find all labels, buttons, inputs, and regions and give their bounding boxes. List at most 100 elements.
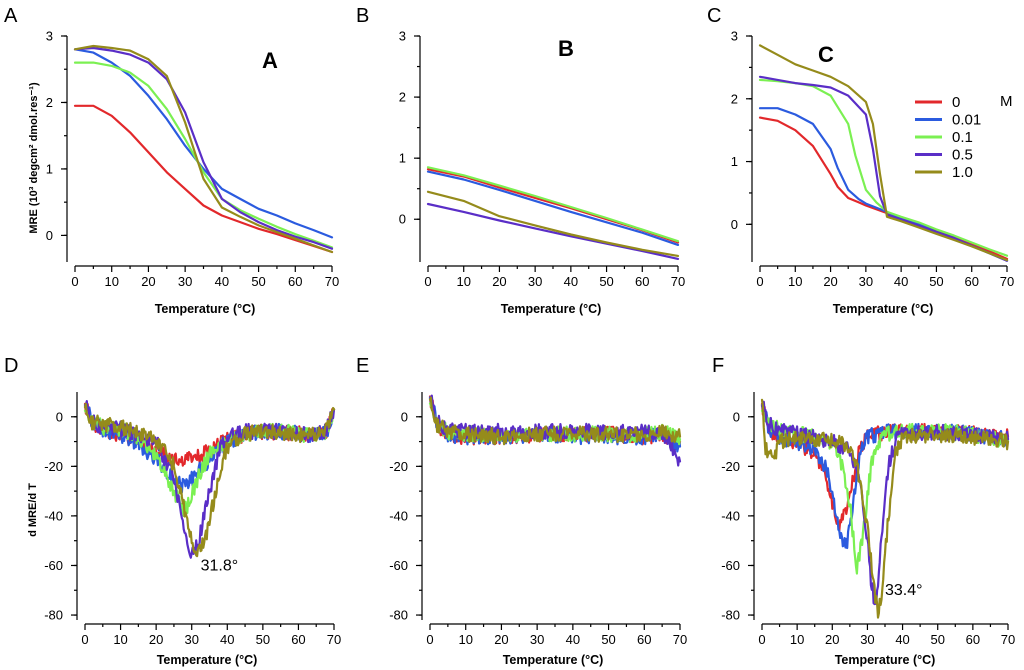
panel-f-letter: F	[712, 355, 724, 377]
y-tick-label: 0	[399, 212, 406, 227]
x-tick-label: 40	[895, 632, 909, 647]
panel-b-axes: 0 10 20 30 40 50 60 70 0 1 2 3	[399, 29, 685, 290]
panel-a-axes: 0 10 20 30 40 50 60 70 0 1 2 3	[46, 29, 339, 290]
x-tick-label: 50	[256, 632, 270, 647]
x-tick-label: 0	[756, 274, 763, 289]
panel-e-axes: 0 10 20 30 40 50 60 70 0 -20 -40 -60 -80	[389, 392, 687, 647]
legend-label-0.01: 0.01	[952, 112, 981, 129]
panel-d-letter: D	[4, 355, 18, 377]
legend-label-1.0: 1.0	[952, 164, 973, 181]
x-tick-label: 10	[113, 632, 127, 647]
x-tick-label: 40	[220, 632, 234, 647]
panel-c-letter: C	[707, 5, 721, 27]
panel-d-y-axis-label: d MRE/d T	[27, 483, 39, 537]
x-tick-label: 30	[859, 274, 873, 289]
panel-f: F 0 10 20 30 40 50 60 70 0 -20 -40 -60 -80 33.4° Tem…	[712, 355, 1015, 667]
x-tick-label: 0	[71, 274, 78, 289]
x-tick-label: 20	[492, 274, 506, 289]
legend-label-0.1: 0.1	[952, 129, 973, 146]
series-line-1.0	[73, 44, 334, 254]
panel-b-plot	[426, 166, 680, 260]
panel-d-x-axis-label: Temperature (°C)	[157, 653, 258, 667]
x-tick-label: 30	[184, 632, 198, 647]
x-tick-label: 60	[637, 632, 651, 647]
y-tick-label: -80	[44, 608, 63, 623]
x-tick-label: 30	[178, 274, 192, 289]
y-tick-label: -80	[721, 608, 740, 623]
legend-label-0.5: 0.5	[952, 147, 973, 164]
x-tick-label: 20	[825, 632, 839, 647]
x-tick-label: 20	[494, 632, 508, 647]
y-tick-label: 2	[399, 90, 406, 105]
x-tick-label: 10	[104, 274, 118, 289]
y-tick-label: 3	[731, 29, 738, 44]
x-tick-label: 10	[788, 274, 802, 289]
panel-c-axes: 0 10 20 30 40 50 60 70 0 1 2 3	[731, 29, 1014, 290]
panel-a-y-axis-label: MRE (10³ degcm² dmol.res⁻¹)	[28, 82, 40, 234]
panel-b: B B 0 10 20 30 40 50 60 70 0 1 2 3 Temperature (°C)	[356, 5, 685, 316]
x-tick-label: 40	[564, 274, 578, 289]
panel-a-x-axis-label: Temperature (°C)	[155, 302, 256, 316]
x-tick-label: 70	[327, 632, 341, 647]
y-tick-label: 0	[56, 409, 63, 424]
panel-a-plot	[73, 44, 334, 254]
series-line-0	[758, 116, 1009, 260]
panel-a-big-letter: A	[262, 48, 278, 73]
panel-b-letter: B	[356, 5, 369, 27]
x-tick-label: 60	[964, 274, 978, 289]
y-tick-label: -20	[44, 459, 63, 474]
x-tick-label: 30	[860, 632, 874, 647]
panel-f-plot: 33.4°	[760, 398, 1010, 619]
y-tick-label: -20	[389, 459, 408, 474]
y-tick-label: -20	[721, 459, 740, 474]
panel-f-axes: 0 10 20 30 40 50 60 70 0 -20 -40 -60 -80	[721, 392, 1015, 647]
series-line-0.5	[426, 202, 680, 260]
panel-a-letter: A	[4, 5, 18, 27]
y-tick-label: 1	[731, 154, 738, 169]
legend-unit: M	[1000, 93, 1013, 110]
y-tick-label: 0	[733, 409, 740, 424]
x-tick-label: 30	[530, 632, 544, 647]
y-tick-label: -40	[44, 508, 63, 523]
x-tick-label: 20	[823, 274, 837, 289]
panel-c-x-axis-label: Temperature (°C)	[833, 302, 934, 316]
y-tick-label: -80	[389, 608, 408, 623]
x-tick-label: 70	[671, 274, 685, 289]
panel-d-axes: 0 10 20 30 40 50 60 70 0 -20 -40 -60 -80	[44, 392, 341, 647]
series-line-1.0	[426, 190, 680, 257]
x-tick-label: 10	[790, 632, 804, 647]
panel-e-letter: E	[356, 355, 369, 377]
series-line-1.0	[760, 398, 1010, 619]
y-tick-label: 3	[399, 29, 406, 44]
series-line-1.0	[758, 44, 1009, 262]
x-tick-label: 70	[1000, 274, 1014, 289]
x-tick-label: 30	[528, 274, 542, 289]
panel-c-plot	[758, 44, 1009, 262]
series-line-0.1	[73, 61, 334, 249]
x-tick-label: 50	[929, 274, 943, 289]
x-tick-label: 40	[215, 274, 229, 289]
panel-e-plot	[428, 394, 682, 467]
x-tick-label: 50	[251, 274, 265, 289]
x-tick-label: 70	[325, 274, 339, 289]
x-tick-label: 50	[601, 632, 615, 647]
panel-d: D d MRE/d T 0 10 20 30 40 50 60 70 0 -20 -40 -60 -80…	[4, 355, 341, 667]
y-tick-label: -60	[389, 558, 408, 573]
x-tick-label: 10	[458, 632, 472, 647]
x-tick-label: 70	[673, 632, 687, 647]
y-tick-label: 2	[731, 91, 738, 106]
x-tick-label: 50	[599, 274, 613, 289]
y-tick-label: 1	[46, 161, 53, 176]
legend: M 00.010.10.51.0	[915, 93, 1013, 181]
x-tick-label: 20	[149, 632, 163, 647]
y-tick-label: -40	[389, 508, 408, 523]
panel-c: C C 0 10 20 30 40 50 60 70 0 1 2 3 Temperature (°C)…	[707, 5, 1014, 316]
legend-label-0: 0	[952, 94, 960, 111]
panel-c-big-letter: C	[818, 42, 834, 67]
panel-d-plot: 31.8°	[83, 400, 336, 574]
y-tick-label: 1	[399, 151, 406, 166]
y-tick-label: 2	[46, 95, 53, 110]
x-tick-label: 0	[424, 274, 431, 289]
x-tick-label: 70	[1001, 632, 1015, 647]
y-tick-label: 3	[46, 29, 53, 44]
